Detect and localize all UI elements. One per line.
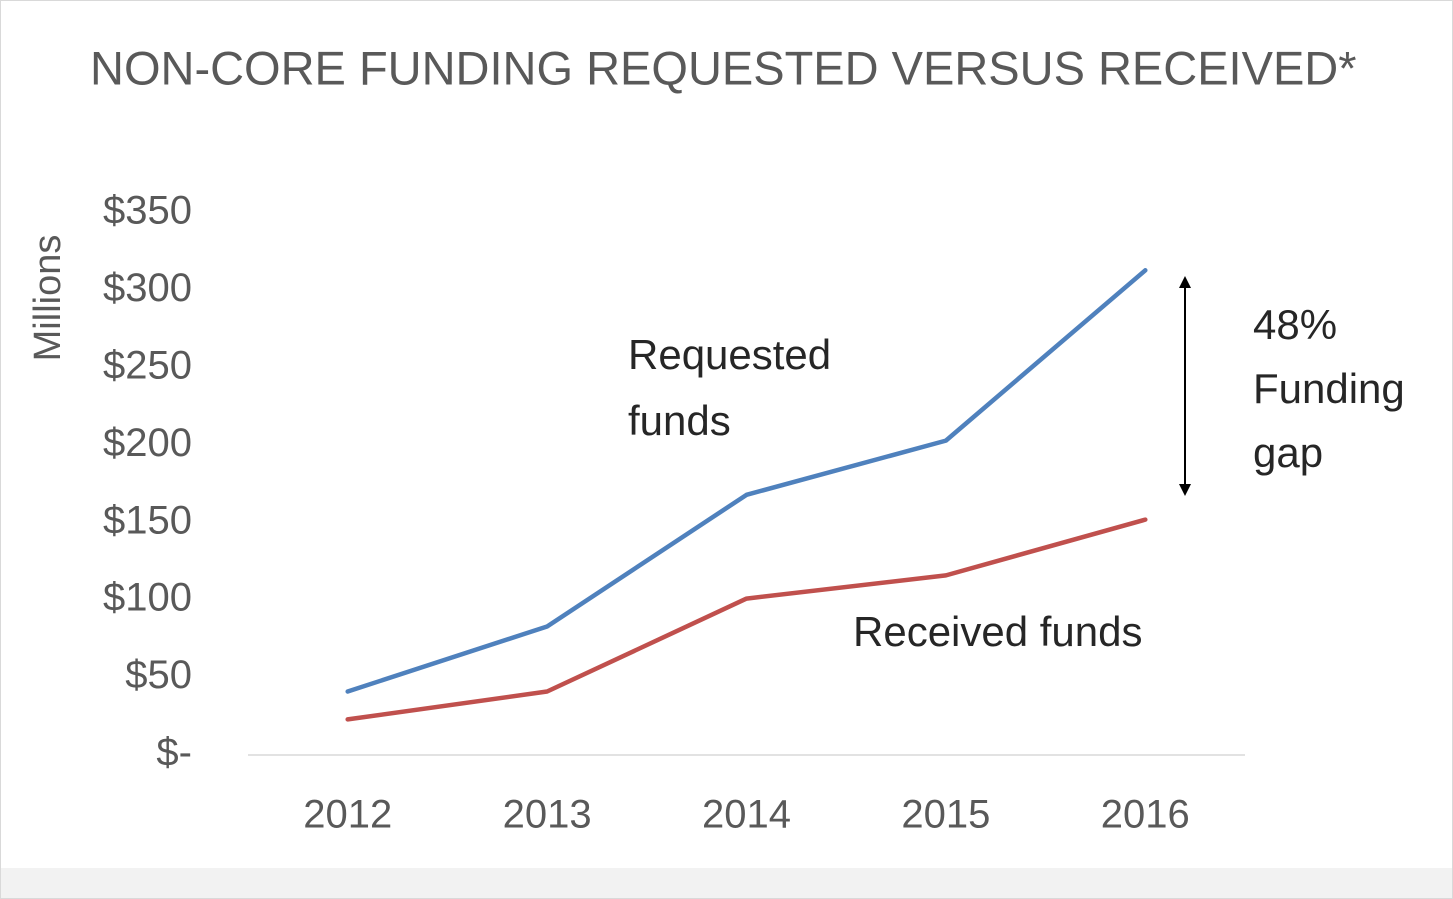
y-axis-label: Millions [27, 235, 69, 362]
x-tick-label: 2014 [702, 793, 791, 837]
annotation: 48% Funding gap [1253, 301, 1405, 476]
y-tick-label: $50 [125, 653, 192, 697]
bottom-band [1, 868, 1452, 898]
y-tick-label: $200 [103, 421, 192, 465]
x-tick-label: 2012 [303, 793, 392, 837]
chart-title: NON-CORE FUNDING REQUESTED VERSUS RECEIV… [90, 41, 1357, 94]
series-label: Received funds [853, 608, 1143, 655]
y-tick-label: $150 [103, 498, 192, 542]
x-tick-label: 2015 [901, 793, 990, 837]
series-line [345, 517, 1148, 722]
y-tick-label: $350 [103, 189, 192, 233]
series-line [345, 268, 1148, 694]
y-tick-label: $- [156, 731, 192, 775]
x-tick-label: 2016 [1101, 793, 1190, 837]
y-tick-label: $250 [103, 343, 192, 387]
series-label: Requested funds [628, 331, 832, 444]
x-tick-label: 2013 [503, 793, 592, 837]
y-tick-label: $100 [103, 576, 192, 620]
y-tick-label: $300 [103, 266, 192, 310]
